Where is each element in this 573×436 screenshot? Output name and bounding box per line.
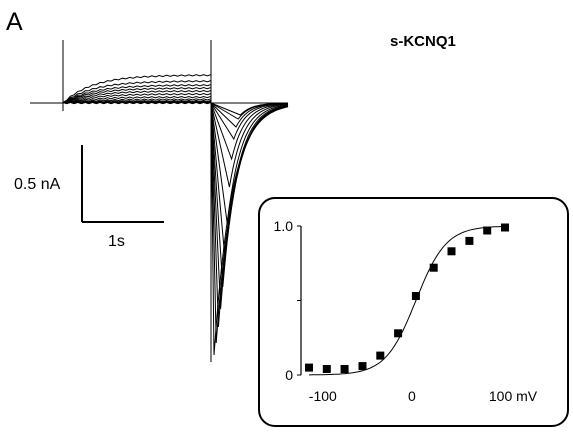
activation-trace: [62, 95, 212, 104]
activation-trace: [62, 98, 212, 104]
data-point: [465, 236, 474, 245]
data-points: [305, 223, 509, 373]
inset-ticks: 0 1.0 -100 0 100 mV: [274, 218, 538, 404]
x-tick-label: 0: [408, 388, 416, 404]
inset: 0 1.0 -100 0 100 mV: [258, 197, 569, 427]
scale-bar: 0.5 nA 1s: [14, 145, 164, 250]
data-point: [501, 223, 509, 232]
y-tick-label: 1.0: [274, 218, 294, 234]
data-point: [340, 365, 349, 373]
x-tick-label: 100 mV: [489, 388, 538, 404]
tail-trace: [210, 102, 289, 260]
tail-trace: [210, 102, 288, 116]
data-point: [376, 351, 385, 360]
inset-frame: [258, 197, 569, 427]
scale-bar-time-label: 1s: [108, 233, 125, 250]
fit-curve: [309, 225, 506, 376]
current-traces: [30, 40, 289, 362]
data-point: [305, 363, 313, 372]
activation-trace: [62, 92, 212, 104]
data-point: [429, 263, 438, 272]
x-tick-label: -100: [309, 388, 337, 404]
tail-trace: [210, 102, 289, 288]
tail-trace: [210, 102, 289, 188]
tail-trace: [210, 102, 289, 224]
activation-trace: [62, 84, 212, 103]
data-point: [322, 365, 331, 373]
activation-trace: [62, 86, 212, 103]
tail-trace: [210, 102, 289, 161]
activation-trace: [62, 99, 212, 104]
y-tick-label: 0: [285, 367, 293, 383]
data-point: [358, 362, 367, 371]
scale-bar-current-label: 0.5 nA: [14, 176, 61, 193]
data-point: [447, 247, 456, 256]
activation-trace: [62, 89, 212, 103]
activation-trace: [62, 74, 212, 103]
activation-trace: [62, 101, 212, 105]
data-point: [483, 226, 492, 235]
panel-letter: A: [6, 8, 23, 36]
data-point: [411, 292, 420, 300]
chart-title: s-KCNQ1: [390, 33, 456, 50]
activation-trace: [62, 80, 212, 103]
data-point: [394, 329, 403, 338]
